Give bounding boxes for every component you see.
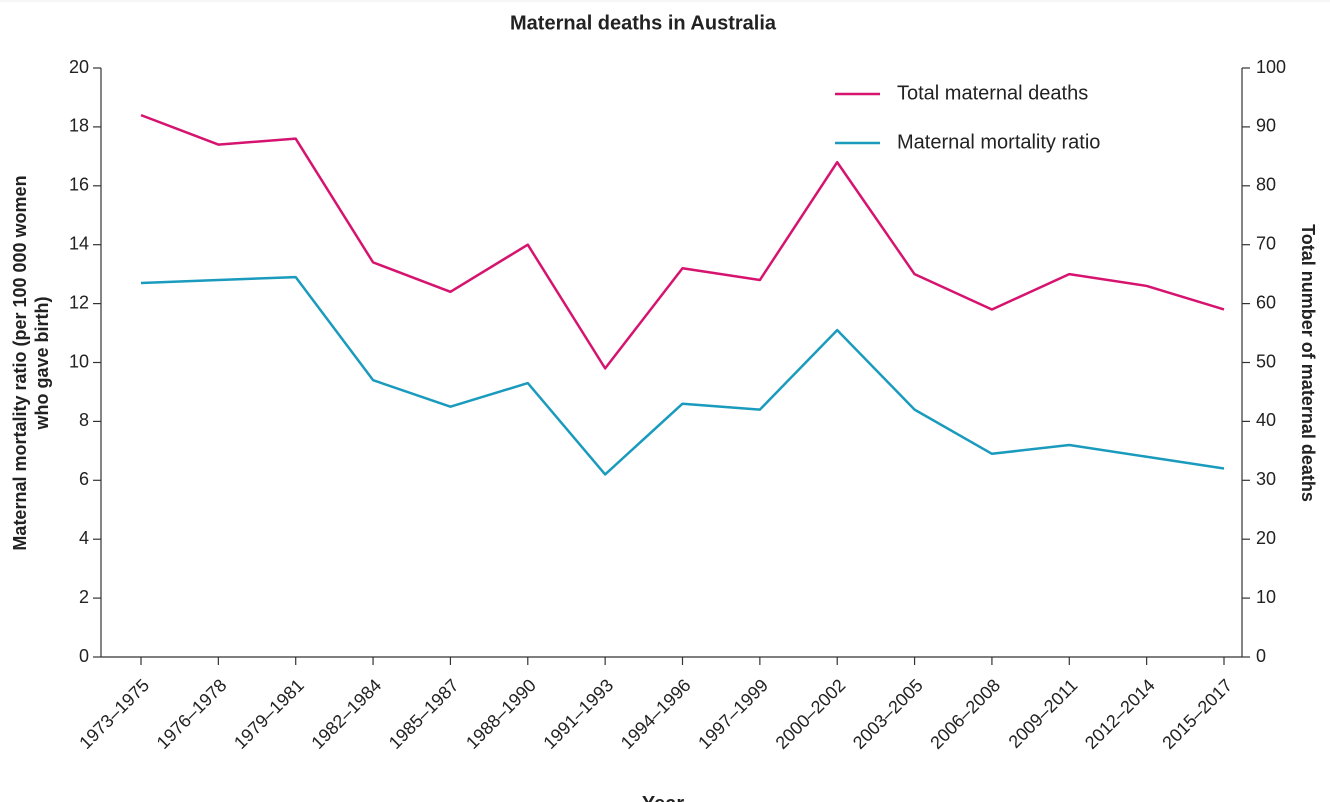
x-tick-label: 1985–1987 [385,675,463,753]
y-tick-label: 18 [69,116,89,136]
y-tick-label: 8 [79,410,89,430]
y-tick-label: 12 [69,292,89,312]
y2-tick-label: 90 [1256,116,1276,136]
y-tick-label: 20 [69,57,89,77]
x-tick-label: 2003–2005 [849,675,927,753]
legend-label: Maternal mortality ratio [897,131,1100,153]
y-tick-label: 4 [79,528,89,548]
y2-tick-label: 40 [1256,410,1276,430]
x-tick-label: 1973–1975 [75,675,153,753]
legend-label: Total maternal deaths [897,82,1088,104]
y-tick-label: 16 [69,175,89,195]
x-tick-label: 1976–1978 [153,675,231,753]
y-tick-label: 10 [69,351,89,371]
y2-tick-label: 0 [1256,646,1266,666]
y2-axis-label-text: Total number of maternal deaths [1298,224,1318,502]
x-tick-label: 1979–1981 [230,675,308,753]
y2-tick-label: 70 [1256,233,1276,253]
y-axis-label: Maternal mortality ratio (per 100 000 wo… [10,175,52,550]
y2-tick-label: 80 [1256,175,1276,195]
y2-tick-label: 60 [1256,292,1276,312]
y-tick-label: 2 [79,587,89,607]
x-tick-label: 1991–1993 [539,675,617,753]
y-tick-label: 14 [69,233,89,253]
data-line [140,113,1225,370]
y2-tick-label: 30 [1256,469,1276,489]
y2-tick-label: 50 [1256,351,1276,371]
y2-axis-label: Total number of maternal deaths [1298,224,1318,502]
y-tick-label: 0 [79,646,89,666]
chart-title: Maternal deaths in Australia [510,12,777,34]
x-tick-label: 1988–1990 [462,675,540,753]
x-tick-label: 1997–1999 [694,675,772,753]
x-tick-label: 2006–2008 [926,675,1004,753]
x-tick-label: 1982–1984 [307,675,385,753]
x-tick-label: 2000–2002 [772,675,850,753]
x-tick-label: 1994–1996 [617,675,695,753]
x-tick-label: 2009–2011 [1005,675,1082,752]
y2-tick-label: 20 [1256,528,1276,548]
y-axis-label-line: Maternal mortality ratio (per 100 000 wo… [10,175,30,550]
x-tick-label: 2012–2014 [1081,675,1159,753]
y2-tick-label: 10 [1256,587,1276,607]
x-tick-label: 2015–2017 [1158,675,1236,753]
y2-tick-label: 100 [1256,57,1286,77]
y-tick-label: 6 [79,469,89,489]
y-axis-label-line: who gave birth) [32,296,52,430]
data-line [140,275,1225,476]
x-axis-label: Year [642,793,684,802]
